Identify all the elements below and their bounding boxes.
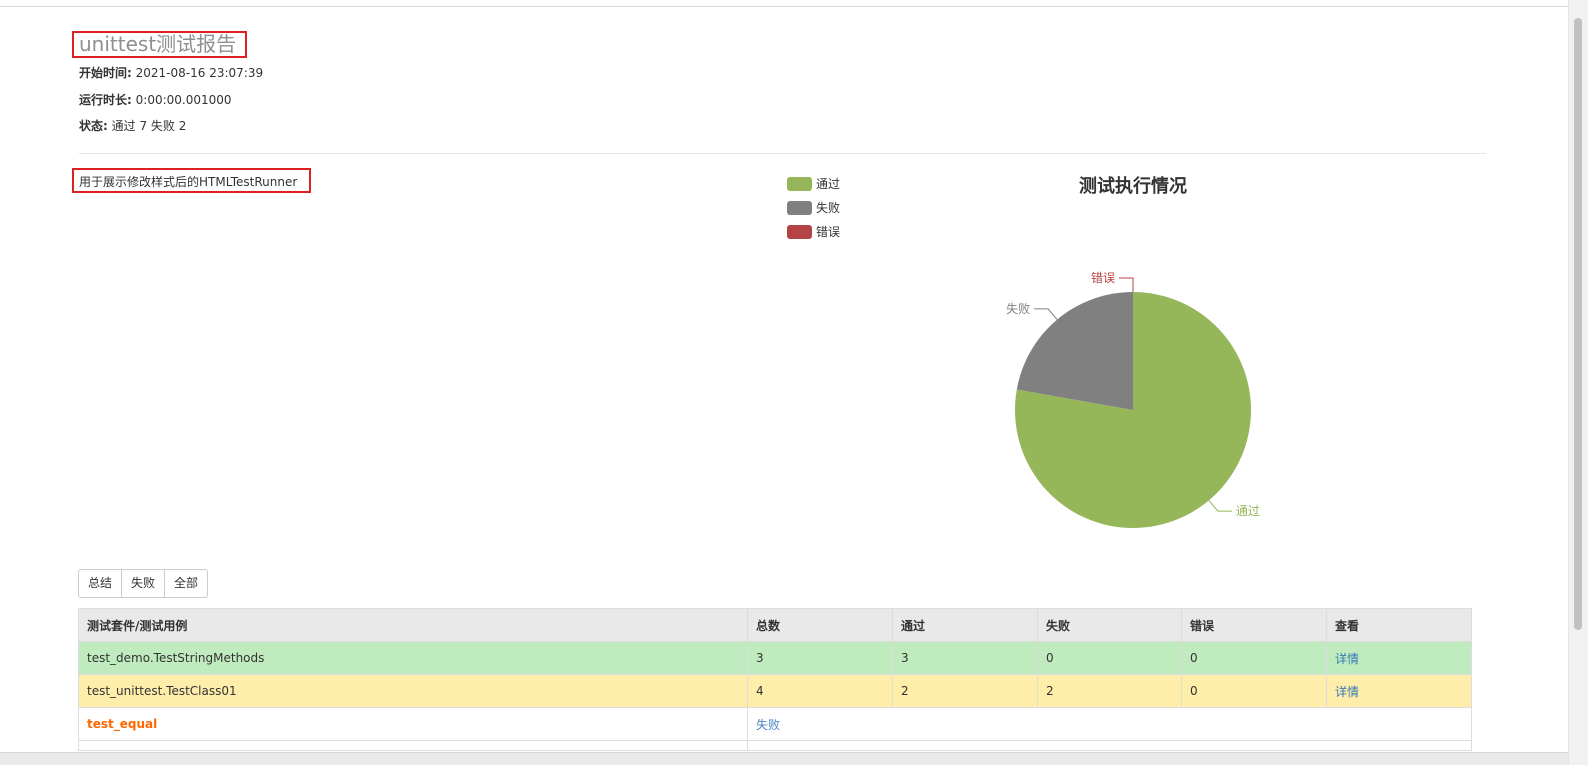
filter-button-group: 总结 失败 全部	[78, 569, 209, 598]
summary-button[interactable]: 总结	[79, 570, 123, 597]
legend-pass-swatch	[787, 177, 812, 191]
status-value: 通过 7 失败 2	[111, 119, 187, 133]
partial-cell	[747, 740, 1472, 751]
table-row-partial	[78, 740, 1472, 751]
fail-count: 2	[1037, 674, 1182, 708]
table-header-row: 测试套件/测试用例 总数 通过 失败 错误 查看	[78, 608, 1472, 642]
report-description: 用于展示修改样式后的HTMLTestRunner	[79, 175, 298, 189]
start-time-value: 2021-08-16 23:07:39	[135, 66, 264, 80]
fail-count: 0	[1037, 641, 1182, 675]
legend-error[interactable]: 错误	[787, 225, 840, 239]
top-border	[0, 6, 1568, 7]
legend-pass[interactable]: 通过	[787, 177, 840, 191]
pie-slice-1[interactable]	[1016, 292, 1133, 410]
view-cell: 详情	[1326, 641, 1472, 675]
error-count: 0	[1181, 641, 1327, 675]
view-cell: 详情	[1326, 674, 1472, 708]
header-view: 查看	[1326, 608, 1472, 642]
legend-error-swatch	[787, 225, 812, 239]
start-time-label: 开始时间:	[79, 66, 132, 80]
legend-fail-label: 失败	[816, 201, 841, 215]
page-title: unittest测试报告	[79, 32, 237, 56]
header-suite: 测试套件/测试用例	[78, 608, 748, 642]
failed-button[interactable]: 失败	[122, 570, 166, 597]
pie-leader-line-2	[1119, 277, 1134, 292]
total-count: 3	[747, 641, 893, 675]
horizontal-scrollbar[interactable]	[0, 752, 1568, 765]
results-table: 测试套件/测试用例 总数 通过 失败 错误 查看 test_demo.TestS…	[78, 608, 1472, 751]
pie-label-1: 失败	[1006, 301, 1030, 316]
description-highlight-box	[72, 168, 311, 193]
duration: 运行时长: 0:00:00.001000	[79, 92, 232, 108]
table-row: test_demo.TestStringMethods 3 3 0 0 详情	[78, 641, 1472, 675]
test-case-name: test_equal	[78, 707, 748, 741]
pie-label-0: 通过	[1236, 504, 1260, 518]
test-case-row: test_equal 失败	[78, 707, 1472, 741]
legend-fail[interactable]: 失败	[787, 201, 840, 215]
scrollbar-thumb[interactable]	[1574, 18, 1582, 630]
pie-label-2: 错误	[1091, 271, 1115, 285]
total-count: 4	[747, 674, 893, 708]
partial-cell	[78, 740, 748, 751]
header-divider	[79, 153, 1486, 154]
duration-label: 运行时长:	[79, 93, 132, 107]
status-label: 状态:	[79, 119, 108, 133]
suite-name: test_demo.TestStringMethods	[78, 641, 748, 675]
status: 状态: 通过 7 失败 2	[79, 118, 186, 134]
chart-title: 测试执行情况	[1079, 176, 1187, 197]
header-total: 总数	[747, 608, 893, 642]
legend-pass-label: 通过	[816, 177, 841, 191]
duration-value: 0:00:00.001000	[135, 93, 232, 107]
pass-count: 2	[892, 674, 1038, 708]
header-pass: 通过	[892, 608, 1038, 642]
table-row: test_unittest.TestClass01 4 2 2 0 详情	[78, 674, 1472, 708]
pie-leader-line-1	[1034, 308, 1058, 320]
pass-count: 3	[892, 641, 1038, 675]
start-time: 开始时间: 2021-08-16 23:07:39	[79, 65, 263, 81]
suite-name: test_unittest.TestClass01	[78, 674, 748, 708]
header-error: 错误	[1181, 608, 1327, 642]
header-fail: 失败	[1037, 608, 1182, 642]
title-highlight-box	[72, 31, 247, 58]
error-count: 0	[1181, 674, 1327, 708]
vertical-scrollbar[interactable]	[1568, 0, 1588, 765]
detail-link[interactable]: 详情	[1335, 651, 1360, 666]
legend-error-label: 错误	[816, 225, 841, 239]
legend-fail-swatch	[787, 201, 812, 215]
test-case-status-link[interactable]: 失败	[747, 707, 1472, 741]
all-button[interactable]: 全部	[174, 576, 199, 590]
pie-leader-line-0	[1208, 500, 1232, 512]
detail-link[interactable]: 详情	[1335, 684, 1360, 699]
